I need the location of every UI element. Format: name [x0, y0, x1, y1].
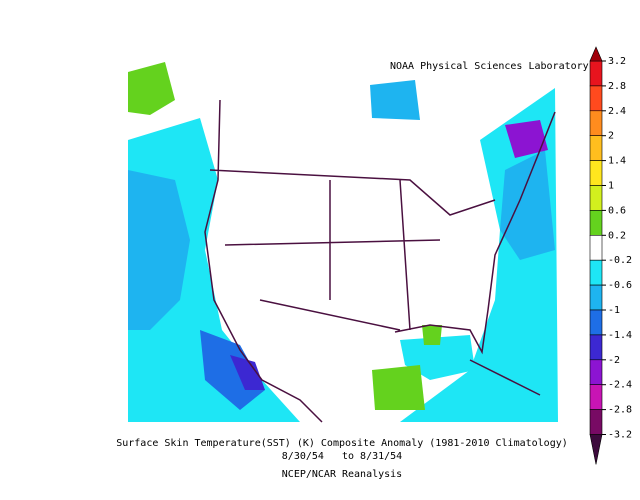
- colorbar-tick-label: -2.8: [608, 405, 632, 416]
- colorbar-bin: [589, 284, 603, 311]
- caption-source: NCEP/NCAR Reanalysis: [282, 469, 402, 480]
- gulf-anomaly: [372, 365, 425, 410]
- colorbar-tick-label: -1.4: [608, 330, 632, 341]
- colorbar-tick-label: 0.2: [608, 230, 626, 241]
- colorbar-tick-label: -3.2: [608, 430, 632, 441]
- colorbar-bin: [589, 235, 603, 261]
- colorbar-tick-label: 2: [608, 131, 614, 142]
- credit: NOAA Physical Sciences Laboratory: [390, 61, 589, 72]
- colorbar-bin: [589, 409, 603, 435]
- atlantic-anomaly: [500, 150, 555, 260]
- colorbar-bin: [589, 309, 603, 336]
- colorbar-tick-label: -1: [608, 305, 620, 316]
- colorbar-tick-label: 2.4: [608, 106, 626, 117]
- pacific-anomaly: [128, 170, 190, 330]
- pacific-anomaly: [128, 62, 175, 115]
- caption-dates: 8/30/54 to 8/31/54: [282, 451, 402, 462]
- atlantic-anomaly: [505, 120, 548, 158]
- colorbar-tick-label: 1.4: [608, 156, 626, 167]
- colorbar-bin: [589, 110, 603, 137]
- hudson-anomaly: [370, 80, 420, 120]
- colorbar-bin: [589, 334, 603, 361]
- map: [128, 62, 558, 423]
- colorbar-over: [589, 46, 603, 62]
- colorbar-under: [589, 434, 603, 465]
- colorbar-tick-label: -2: [608, 355, 620, 366]
- colorbar-tick-label: 3.2: [608, 56, 626, 67]
- colorbar-bin: [589, 85, 603, 112]
- colorbar-bin: [589, 160, 603, 186]
- colorbar-tick-label: -2.4: [608, 380, 632, 391]
- colorbar-bin: [589, 384, 603, 410]
- colorbar-bin: [589, 135, 603, 161]
- colorbar-bin: [589, 259, 603, 286]
- colorbar-tick-label: -0.6: [608, 280, 632, 291]
- gulf-anomaly: [422, 325, 442, 345]
- pacific-anomaly: [230, 355, 265, 390]
- coastline: [204, 99, 556, 423]
- colorbar-bin: [589, 210, 603, 236]
- colorbar-tick-label: -0.2: [608, 255, 632, 266]
- colorbar-bin: [589, 60, 603, 87]
- colorbar-tick-label: 2.8: [608, 81, 626, 92]
- caption-title: Surface Skin Temperature(SST) (K) Compos…: [116, 438, 568, 449]
- colorbar-bin: [589, 185, 603, 211]
- colorbar-tick-label: 1: [608, 181, 614, 192]
- colorbar-tick-label: 0.6: [608, 205, 626, 216]
- colorbar-bin: [589, 359, 603, 385]
